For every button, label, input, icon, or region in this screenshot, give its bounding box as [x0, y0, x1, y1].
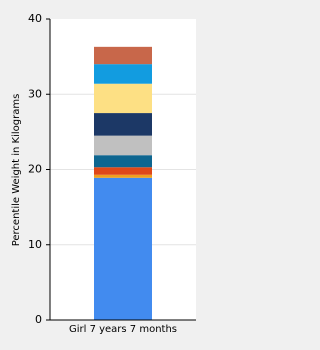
y-tick-label: 10	[28, 238, 42, 251]
y-tick-label: 0	[35, 313, 42, 326]
y-tick-label: 20	[28, 163, 42, 176]
y-tick-label: 30	[28, 87, 42, 100]
bar-segment	[94, 113, 152, 136]
bar-segment	[94, 64, 152, 84]
y-tick-label: 40	[28, 12, 42, 25]
bar-segment	[94, 46, 152, 65]
bar-segment	[94, 177, 152, 320]
x-tick-label: Girl 7 years 7 months	[69, 324, 177, 335]
bar-segment	[94, 135, 152, 156]
bar-segment	[94, 83, 152, 114]
chart: Percentile Weight in Kilograms 0 10 20 30 40…	[11, 12, 196, 335]
bar-segment	[94, 155, 152, 168]
y-axis-label: Percentile Weight in Kilograms	[11, 94, 22, 247]
bar-segment	[94, 174, 152, 178]
bar-segment	[94, 167, 152, 175]
